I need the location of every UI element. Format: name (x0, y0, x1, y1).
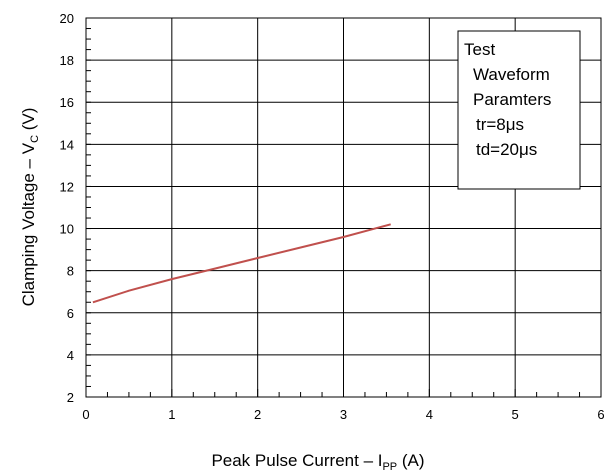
annotation-line: Waveform (473, 65, 550, 84)
y-tick-label: 14 (60, 137, 74, 152)
annotation-line: tr=8μs (476, 115, 524, 134)
ticks (85, 17, 602, 398)
x-tick-label: 4 (426, 407, 433, 422)
annotation-line: td=20μs (476, 140, 537, 159)
x-tick-label: 5 (512, 407, 519, 422)
x-axis-title: Peak Pulse Current – IPP (A) (211, 451, 424, 473)
x-tick-label: 2 (254, 407, 261, 422)
y-tick-label: 10 (60, 222, 74, 237)
annotation-frame (457, 30, 581, 190)
x-tick-label: 0 (82, 407, 89, 422)
y-axis-title: Clamping Voltage – VC (V) (19, 108, 41, 307)
series-line (92, 223, 391, 304)
y-tick-label: 8 (67, 264, 74, 279)
series-layer (92, 223, 391, 304)
y-tick-label: 6 (67, 306, 74, 321)
x-tick-label: 3 (340, 407, 347, 422)
annotation-box: Test Waveform Paramters tr=8μs td=20μs (457, 30, 581, 190)
y-tick-label: 20 (60, 11, 74, 26)
y-tick-label: 2 (67, 390, 74, 405)
annotation-line: Paramters (473, 90, 551, 109)
annotation-line: Test (464, 40, 495, 59)
y-tick-label: 16 (60, 95, 74, 110)
x-tick-label: 6 (597, 407, 604, 422)
y-tick-label: 18 (60, 53, 74, 68)
y-tick-label: 12 (60, 179, 74, 194)
x-tick-label: 1 (168, 407, 175, 422)
y-tick-label: 4 (67, 348, 74, 363)
